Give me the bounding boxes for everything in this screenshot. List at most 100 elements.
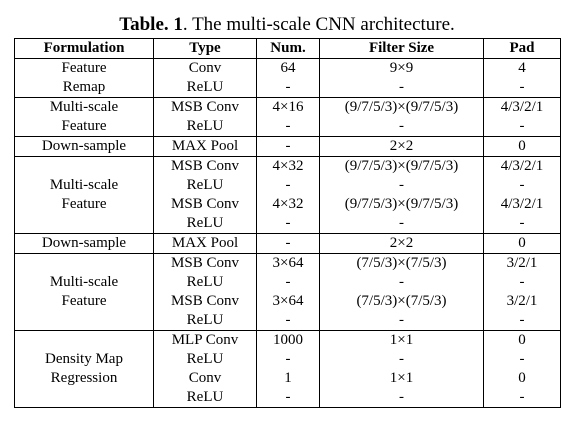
formulation-cell: Multi-scale Feature (14, 97, 154, 137)
type-cell: ReLU (153, 311, 257, 331)
caption-text: . The multi-scale CNN architecture. (182, 14, 455, 35)
type-cell: MAX Pool (153, 136, 257, 157)
formulation-line: Feature (61, 293, 107, 309)
pad-cell: 4/3/2/1 (483, 97, 561, 117)
filter-size-cell: - (319, 388, 484, 408)
num-cell: 4×16 (256, 97, 320, 117)
formulation-line: Feature (61, 196, 107, 212)
table-row: ReLU - - - (15, 388, 561, 408)
type-cell: Conv (153, 58, 257, 78)
caption-label: Table. 1 (119, 14, 183, 35)
filter-size-cell: - (319, 214, 484, 234)
filter-size-cell: 9×9 (319, 58, 484, 78)
num-cell: 3×64 (256, 292, 320, 311)
type-cell: MSB Conv (153, 97, 257, 117)
formulation-line: Multi-scale (49, 177, 119, 193)
num-cell: - (256, 350, 320, 369)
formulation-line: Density Map (45, 351, 123, 367)
formulation-cell: Feature Remap (14, 58, 154, 98)
filter-size-cell: - (319, 350, 484, 369)
filter-size-cell: - (319, 311, 484, 331)
table-row: ReLU - - - (15, 78, 561, 98)
pad-cell: - (483, 273, 561, 292)
table-caption: Table. 1. The multi-scale CNN architectu… (0, 14, 574, 36)
num-cell: - (256, 78, 320, 98)
filter-size-cell: (9/7/5/3)×(9/7/5/3) (319, 156, 484, 176)
filter-size-cell: - (319, 176, 484, 195)
pad-cell: 3/2/1 (483, 253, 561, 273)
table-body: Feature Remap Conv 64 9×9 4 ReLU - - - Multi-scale… (14, 58, 561, 408)
pad-cell: - (483, 350, 561, 369)
formulation-cell: Multi-scale Feature (14, 156, 154, 234)
num-cell: 4×32 (256, 156, 320, 176)
filter-size-cell: 1×1 (319, 330, 484, 350)
num-cell: 3×64 (256, 253, 320, 273)
filter-size-cell: (7/5/3)×(7/5/3) (319, 292, 484, 311)
formulation-cell: Down-sample (14, 136, 154, 157)
type-cell: MSB Conv (153, 195, 257, 214)
pad-cell: 4 (483, 58, 561, 78)
type-cell: ReLU (153, 350, 257, 369)
table-row: Down-sample MAX Pool -2×2 0 (14, 233, 561, 254)
table-row: Multi-scale Feature MSB Conv 4×32 (9/7/5/3)×… (14, 156, 561, 234)
num-cell: - (256, 176, 320, 195)
pad-cell: 4/3/2/1 (483, 156, 561, 176)
pad-cell: 3/2/1 (483, 292, 561, 311)
pad-cell: - (483, 311, 561, 331)
type-cell: Conv (153, 369, 257, 388)
num-cell: - (256, 117, 320, 137)
header-pad: Pad (483, 38, 561, 59)
table-row: Down-sample MAX Pool -2×2 0 (14, 136, 561, 157)
type-cell: ReLU (153, 273, 257, 292)
type-cell: MSB Conv (153, 253, 257, 273)
num-cell: 1000 (256, 330, 320, 350)
formulation-line: Multi-scale (49, 99, 119, 115)
pad-cell: - (483, 117, 561, 137)
num-cell: - (256, 233, 320, 254)
formulation-line: Down-sample (41, 235, 127, 251)
formulation-cell: Multi-scale Feature (14, 253, 154, 331)
pad-cell: 0 (483, 233, 561, 254)
header-num: Num. (256, 38, 320, 59)
table-row: Multi-scale Feature MSB Conv 4×16 (9/7/5/3)×… (14, 97, 561, 137)
filter-size-cell: 1×1 (319, 369, 484, 388)
table-row: ReLU - - - (15, 176, 561, 195)
filter-size-cell: (9/7/5/3)×(9/7/5/3) (319, 97, 484, 117)
formulation-line: Feature (61, 60, 107, 76)
table-row: ReLU - - - (15, 273, 561, 292)
table-row: ReLU - - - (15, 350, 561, 369)
formulation-cell: Density Map Regression (14, 330, 154, 408)
header-row: Formulation Type Num. Filter Size Pad (14, 38, 561, 59)
table-row: Feature Remap Conv 64 9×9 4 (14, 58, 561, 98)
formulation-line: Down-sample (41, 138, 127, 154)
num-cell: 64 (256, 58, 320, 78)
num-cell: 1 (256, 369, 320, 388)
type-cell: MSB Conv (153, 156, 257, 176)
num-cell: 4×32 (256, 195, 320, 214)
filter-size-cell: - (319, 273, 484, 292)
num-cell: - (256, 273, 320, 292)
formulation-line: Remap (62, 79, 106, 95)
formulation-line: Feature (61, 118, 107, 134)
num-cell: - (256, 214, 320, 234)
filter-size-cell: 2×2 (319, 233, 484, 254)
filter-size-cell: (9/7/5/3)×(9/7/5/3) (319, 195, 484, 214)
table-row: MSB Conv 4×32 (9/7/5/3)×(9/7/5/3) 4/3/2/1 (15, 195, 561, 214)
table-row: Conv 1 1×1 0 (15, 369, 561, 388)
table-row: MSB Conv 3×64 (7/5/3)×(7/5/3) 3/2/1 (15, 292, 561, 311)
header-formulation: Formulation (14, 38, 154, 59)
header-filter-size: Filter Size (319, 38, 484, 59)
header-type: Type (153, 38, 257, 59)
table-row: Density Map Regression MLP Conv 1000 1×1 0 (14, 330, 561, 408)
pad-cell: - (483, 78, 561, 98)
filter-size-cell: - (319, 117, 484, 137)
filter-size-cell: (7/5/3)×(7/5/3) (319, 253, 484, 273)
type-cell: MAX Pool (153, 233, 257, 254)
pad-cell: 0 (483, 369, 561, 388)
filter-size-cell: - (319, 78, 484, 98)
table-row: Multi-scale Feature MSB Conv 3×64 (7/5/3)×(7… (14, 253, 561, 331)
type-cell: ReLU (153, 388, 257, 408)
filter-size-cell: 2×2 (319, 136, 484, 157)
type-cell: ReLU (153, 117, 257, 137)
type-cell: ReLU (153, 176, 257, 195)
